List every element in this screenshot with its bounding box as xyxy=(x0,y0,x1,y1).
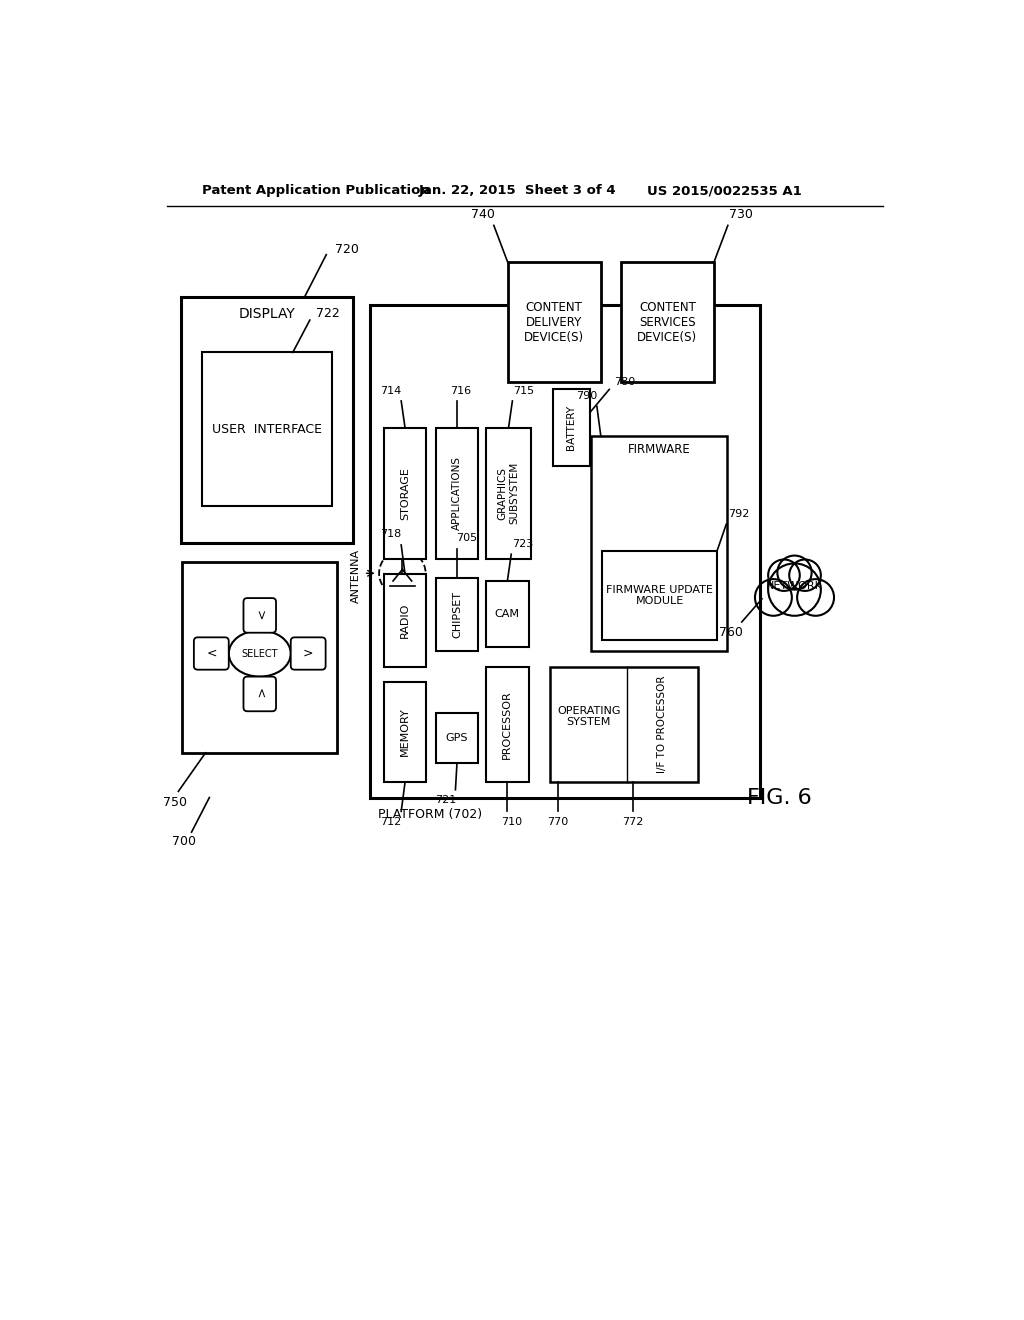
Text: GPS: GPS xyxy=(445,733,468,743)
Text: APPLICATIONS: APPLICATIONS xyxy=(452,457,462,531)
Text: 718: 718 xyxy=(381,529,401,539)
Text: DISPLAY: DISPLAY xyxy=(239,308,295,321)
FancyBboxPatch shape xyxy=(244,598,276,632)
FancyBboxPatch shape xyxy=(194,638,228,669)
Bar xyxy=(508,263,601,381)
Text: PROCESSOR: PROCESSOR xyxy=(503,690,512,759)
Text: 780: 780 xyxy=(614,376,636,387)
Bar xyxy=(621,263,714,381)
Text: 770: 770 xyxy=(548,817,568,828)
Text: 730: 730 xyxy=(729,209,753,222)
Text: BATTERY: BATTERY xyxy=(566,405,577,450)
Ellipse shape xyxy=(228,631,291,677)
Bar xyxy=(486,581,528,647)
Bar xyxy=(180,297,352,544)
Text: Jan. 22, 2015  Sheet 3 of 4: Jan. 22, 2015 Sheet 3 of 4 xyxy=(419,185,616,197)
Circle shape xyxy=(778,556,811,589)
Bar xyxy=(202,352,332,507)
Text: MEMORY: MEMORY xyxy=(400,708,410,756)
Text: 722: 722 xyxy=(315,308,340,321)
Text: CONTENT
DELIVERY
DEVICE(S): CONTENT DELIVERY DEVICE(S) xyxy=(524,301,585,343)
Text: 723: 723 xyxy=(512,539,534,549)
Bar xyxy=(602,552,717,640)
Text: GRAPHICS
SUBSYSTEM: GRAPHICS SUBSYSTEM xyxy=(498,462,519,524)
Text: 716: 716 xyxy=(451,385,471,396)
Text: <: < xyxy=(207,647,217,660)
Text: 721: 721 xyxy=(435,795,456,805)
Text: PLATFORM (702): PLATFORM (702) xyxy=(378,808,481,821)
Text: NETWORK: NETWORK xyxy=(766,581,823,591)
Text: I/F TO PROCESSOR: I/F TO PROCESSOR xyxy=(657,676,668,774)
Text: 712: 712 xyxy=(381,817,401,828)
FancyBboxPatch shape xyxy=(244,677,276,711)
Bar xyxy=(435,428,478,558)
Text: 750: 750 xyxy=(163,796,186,809)
Circle shape xyxy=(769,564,820,615)
Text: OPERATING
SYSTEM: OPERATING SYSTEM xyxy=(557,706,621,727)
Bar xyxy=(182,562,337,752)
Text: FIRMWARE UPDATE
MODULE: FIRMWARE UPDATE MODULE xyxy=(606,585,713,606)
FancyBboxPatch shape xyxy=(291,638,326,669)
Text: 760: 760 xyxy=(719,626,742,639)
Text: Patent Application Publication: Patent Application Publication xyxy=(202,185,429,197)
Text: STORAGE: STORAGE xyxy=(400,467,410,520)
Bar xyxy=(550,667,697,781)
Circle shape xyxy=(756,579,792,615)
Text: USER  INTERFACE: USER INTERFACE xyxy=(212,422,322,436)
Text: 710: 710 xyxy=(501,817,522,828)
Circle shape xyxy=(769,560,799,590)
Text: 705: 705 xyxy=(456,533,477,543)
Bar xyxy=(435,713,478,763)
Bar xyxy=(553,389,590,466)
Text: 720: 720 xyxy=(335,243,359,256)
Bar xyxy=(384,574,426,667)
Text: CAM: CAM xyxy=(495,609,520,619)
Text: 792: 792 xyxy=(728,510,750,519)
Bar xyxy=(592,436,727,651)
Circle shape xyxy=(790,560,820,590)
Text: <: < xyxy=(253,688,266,698)
Text: RADIO: RADIO xyxy=(400,603,410,638)
Bar xyxy=(384,682,426,781)
Text: FIG. 6: FIG. 6 xyxy=(746,788,811,808)
Text: ANTENNA: ANTENNA xyxy=(351,549,360,603)
Text: FIRMWARE: FIRMWARE xyxy=(628,444,690,455)
Text: 740: 740 xyxy=(471,209,495,222)
Bar xyxy=(384,428,426,558)
Text: SELECT: SELECT xyxy=(242,648,278,659)
Bar xyxy=(435,578,478,651)
Text: CHIPSET: CHIPSET xyxy=(452,591,462,638)
Text: US 2015/0022535 A1: US 2015/0022535 A1 xyxy=(647,185,802,197)
Text: 700: 700 xyxy=(172,834,196,847)
Bar xyxy=(486,667,528,781)
Text: 790: 790 xyxy=(577,391,597,400)
Text: 715: 715 xyxy=(513,385,535,396)
Text: 772: 772 xyxy=(623,817,644,828)
Text: >: > xyxy=(302,647,313,660)
Text: 714: 714 xyxy=(381,385,401,396)
Text: >: > xyxy=(253,610,266,620)
Text: CONTENT
SERVICES
DEVICE(S): CONTENT SERVICES DEVICE(S) xyxy=(637,301,697,343)
Bar xyxy=(486,428,531,558)
Bar xyxy=(370,305,760,797)
Circle shape xyxy=(798,579,834,615)
